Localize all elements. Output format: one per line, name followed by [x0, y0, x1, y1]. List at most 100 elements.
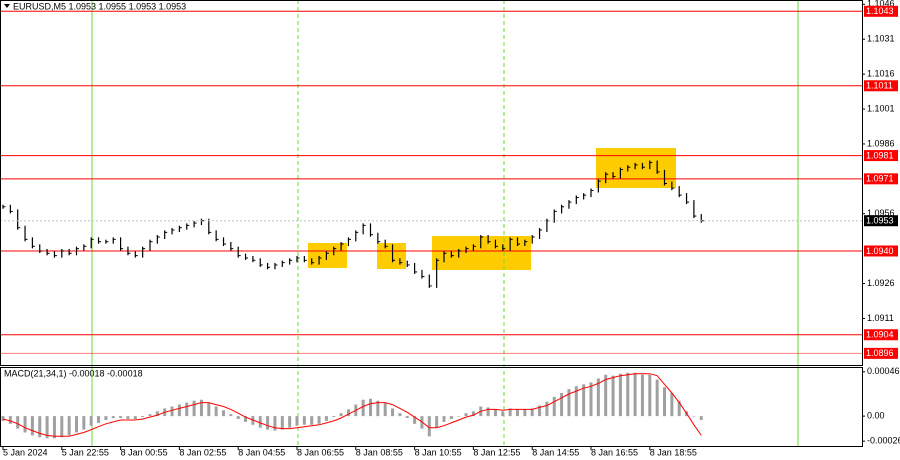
macd-bar	[567, 389, 571, 417]
macd-bar	[383, 402, 387, 417]
macd-bar	[523, 409, 527, 417]
macd-bar	[339, 413, 343, 417]
macd-bar	[582, 384, 586, 417]
macd-bar	[104, 416, 108, 420]
x-tick-label: 8 Jan 04:55	[238, 447, 285, 457]
y-tick-label: 1.0956	[867, 208, 895, 218]
macd-bar	[273, 416, 277, 431]
level-label: 1.1043	[866, 6, 894, 16]
macd-bar	[618, 373, 622, 417]
macd-bar	[663, 387, 666, 417]
macd-bar	[192, 400, 196, 417]
level-label: 1.0971	[866, 174, 894, 184]
y-tick-label: 1.0911	[867, 313, 894, 323]
macd-bar	[589, 382, 593, 417]
chart-title: EURUSD,M5 1.0953 1.0955 1.0953 1.0953	[13, 1, 186, 11]
y-tick-label: 1.0926	[867, 278, 895, 288]
level-label-box	[864, 173, 898, 185]
macd-bar	[8, 416, 12, 424]
level-label: 1.1011	[866, 81, 893, 91]
macd-bar	[449, 416, 453, 419]
macd-bar	[229, 414, 233, 417]
macd-bar	[516, 409, 519, 417]
macd-bar	[133, 416, 137, 419]
macd-bar	[141, 416, 145, 418]
signal-line	[2, 373, 702, 437]
macd-bar	[501, 411, 505, 417]
macd-bar	[405, 416, 409, 419]
macd-bar	[435, 416, 439, 428]
y-tick-label: 1.1001	[867, 103, 895, 113]
macd-bar	[493, 409, 497, 417]
macd-bar	[457, 416, 461, 417]
macd-bar	[302, 416, 306, 425]
highlight-box	[596, 148, 676, 188]
macd-bar	[633, 372, 637, 417]
macd-bar	[530, 408, 534, 417]
macd-bar	[89, 416, 93, 426]
macd-bar	[670, 393, 674, 417]
macd-bar	[324, 416, 328, 421]
level-label-box	[864, 347, 898, 359]
macd-bar	[332, 416, 336, 418]
y-tick-label: -0.00026	[867, 436, 900, 446]
macd-bar	[442, 416, 446, 422]
macd-bar	[413, 416, 417, 424]
macd-bar	[611, 375, 615, 417]
macd-bar	[640, 374, 644, 417]
macd-bar	[244, 416, 248, 422]
x-tick-label: 8 Jan 16:55	[591, 447, 638, 457]
macd-bar	[692, 416, 696, 417]
macd-bar	[310, 416, 314, 425]
macd-bar	[45, 416, 49, 439]
macd-bar	[75, 416, 78, 433]
y-tick-label: 0.00	[867, 410, 885, 420]
level-label-box	[864, 245, 898, 257]
level-label: 1.0940	[866, 246, 894, 256]
macd-bar	[464, 413, 468, 417]
macd-bar	[648, 374, 652, 417]
macd-bar	[626, 372, 630, 417]
x-tick-label: 8 Jan 14:55	[532, 447, 579, 457]
macd-bar	[346, 409, 350, 417]
macd-bar	[508, 408, 512, 417]
macd-bar	[538, 405, 542, 417]
macd-bar	[67, 416, 71, 436]
y-tick-label: 1.1031	[867, 34, 895, 44]
macd-bar	[30, 416, 34, 436]
macd-bar	[361, 399, 365, 417]
macd-bar	[376, 400, 380, 417]
y-tick-label: 1.1016	[867, 69, 895, 79]
macd-bar	[155, 411, 159, 417]
y-tick-label: 1.0986	[867, 138, 895, 148]
level-label: 1.0904	[866, 330, 894, 340]
level-label-box	[864, 329, 898, 341]
macd-bar	[16, 416, 20, 429]
y-tick-label: 0.00046	[867, 366, 900, 376]
level-label: 1.0981	[866, 150, 894, 160]
x-tick-label: 8 Jan 10:55	[415, 447, 462, 457]
macd-bar	[560, 393, 564, 417]
macd-bar	[52, 416, 56, 439]
x-tick-label: 8 Jan 02:55	[179, 447, 226, 457]
macd-bar	[82, 416, 86, 430]
macd-bar	[677, 400, 681, 417]
menu-triangle	[4, 4, 10, 8]
macd-bar	[119, 416, 123, 419]
macd-bar	[552, 396, 556, 417]
macd-bar	[288, 416, 292, 428]
macd-bar	[236, 416, 240, 419]
macd-bar	[214, 406, 218, 417]
marks	[0, 10, 862, 439]
macd-bar	[207, 402, 211, 417]
macd-bar	[295, 416, 299, 426]
macd-bar	[38, 416, 42, 438]
macd-bar	[148, 414, 152, 417]
macd-bar	[170, 406, 174, 417]
macd-bar	[222, 410, 225, 417]
x-tick-label: 8 Jan 00:55	[121, 447, 168, 457]
x-tick-label: 8 Jan 18:55	[650, 447, 697, 457]
